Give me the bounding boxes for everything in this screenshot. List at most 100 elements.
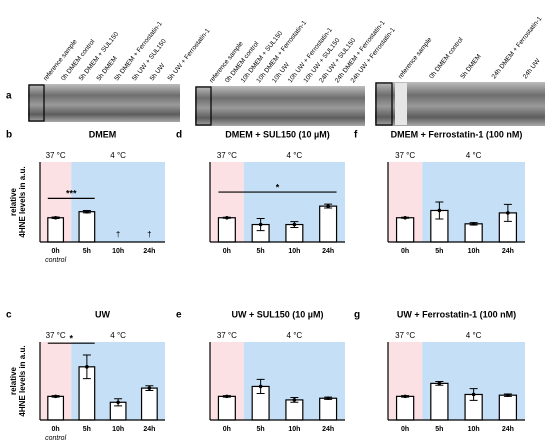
region-label: 4 °C <box>110 331 126 340</box>
x-tick-label: 5h <box>83 426 91 433</box>
mean-dot <box>292 222 297 227</box>
mean-dot <box>403 394 407 399</box>
mean-dot <box>403 215 407 220</box>
bar <box>217 217 236 243</box>
lane-label: 5h UW <box>149 62 167 83</box>
x-sublabel: control <box>45 435 66 441</box>
lane-label: 0h DMEM control <box>428 36 465 80</box>
chart-title: UW <box>95 309 110 319</box>
x-tick-label: 24h <box>143 248 155 255</box>
x-tick-label: 24h <box>322 248 334 255</box>
bar <box>140 387 158 421</box>
mean-dot <box>225 394 229 399</box>
missing-label: † <box>147 230 151 239</box>
chart-title: UW + Ferrostatin-1 (100 nM) <box>397 309 516 319</box>
mean-dot <box>85 209 89 214</box>
panel-label: d <box>176 130 182 141</box>
x-tick-label: 10h <box>288 248 300 255</box>
x-tick-label: 0h <box>401 248 409 255</box>
blot-box <box>195 86 212 126</box>
significance-label: *** <box>66 189 77 199</box>
bar <box>498 394 518 421</box>
region-label: 4 °C <box>287 331 303 340</box>
x-tick-label: 10h <box>468 426 480 433</box>
bar <box>464 223 483 243</box>
bar <box>285 399 304 421</box>
panel-label: b <box>6 130 12 141</box>
x-tick-label: 0h <box>223 426 231 433</box>
x-tick-label: 24h <box>322 426 334 433</box>
blot-image <box>28 84 180 122</box>
significance-label: * <box>276 182 280 192</box>
mean-dot <box>85 365 89 369</box>
bar <box>47 395 65 421</box>
bar <box>217 395 236 421</box>
region-label: 4 °C <box>466 151 482 160</box>
x-tick-label: 10h <box>112 426 124 433</box>
x-tick-label: 24h <box>143 426 155 433</box>
x-tick-label: 0h <box>52 248 60 255</box>
region-label: 37 °C <box>46 331 66 340</box>
x-tick-label: 10h <box>288 426 300 433</box>
chart-title: DMEM + Ferrostatin-1 (100 nM) <box>391 129 523 139</box>
mean-dot <box>506 393 510 397</box>
mean-dot <box>326 396 330 401</box>
x-tick-label: 10h <box>468 248 480 255</box>
bar <box>78 211 96 243</box>
bar <box>319 397 338 421</box>
bar <box>47 217 65 243</box>
panel-label: a <box>6 91 12 102</box>
blot-box <box>375 82 393 126</box>
x-tick-label: 10h <box>112 248 124 255</box>
mean-dot <box>437 381 442 386</box>
mean-dot <box>292 398 297 402</box>
mean-dot <box>437 208 442 213</box>
y-axis-label: relative <box>9 366 18 395</box>
y-axis-label: relative <box>9 187 18 216</box>
significance-label: * <box>69 334 73 344</box>
mean-dot <box>225 215 229 220</box>
blot-ladder <box>395 83 407 125</box>
blot-image <box>195 86 365 126</box>
x-tick-label: 24h <box>502 248 514 255</box>
mean-dot <box>471 222 476 226</box>
lane-label: 5h DMEM <box>459 53 482 80</box>
mean-dot <box>147 386 152 390</box>
lane-label: 5h UW + Ferrostatin-1 <box>167 27 212 82</box>
mean-dot <box>326 204 330 208</box>
mean-dot <box>116 400 120 405</box>
region-label: 37 °C <box>46 151 66 160</box>
mean-dot <box>506 211 510 215</box>
mean-dot <box>471 392 476 397</box>
chart-title: DMEM + SUL150 (10 µM) <box>225 129 329 139</box>
x-sublabel: control <box>45 257 66 264</box>
panel-label: f <box>354 130 358 141</box>
lane-label: 24h DMEM + Ferrostatin-1 <box>491 15 544 80</box>
panel-label: e <box>176 310 182 321</box>
region-label: 37 °C <box>395 151 415 160</box>
x-tick-label: 0h <box>401 426 409 433</box>
lane-label: 24h UW <box>522 57 543 80</box>
bar <box>395 217 415 243</box>
region-label: 4 °C <box>110 151 126 160</box>
y-axis-label: 4HNE levels in a.u. <box>18 166 27 237</box>
x-tick-label: 5h <box>83 248 91 255</box>
mean-dot <box>258 384 263 389</box>
x-tick-label: 5h <box>435 248 443 255</box>
chart-title: UW + SUL150 (10 µM) <box>232 309 324 319</box>
region-label: 4 °C <box>466 331 482 340</box>
x-tick-label: 5h <box>435 426 443 433</box>
bar <box>319 205 338 243</box>
panel-label: c <box>6 310 12 321</box>
region-label: 4 °C <box>287 151 303 160</box>
bar <box>430 382 449 421</box>
mean-dot <box>53 394 58 399</box>
x-tick-label: 0h <box>223 248 231 255</box>
x-tick-label: 0h <box>52 426 60 433</box>
panel-label: g <box>354 310 360 321</box>
mean-dot <box>258 222 263 227</box>
x-tick-label: 5h <box>257 248 265 255</box>
region-label: 37 °C <box>217 331 237 340</box>
x-tick-label: 24h <box>502 426 514 433</box>
